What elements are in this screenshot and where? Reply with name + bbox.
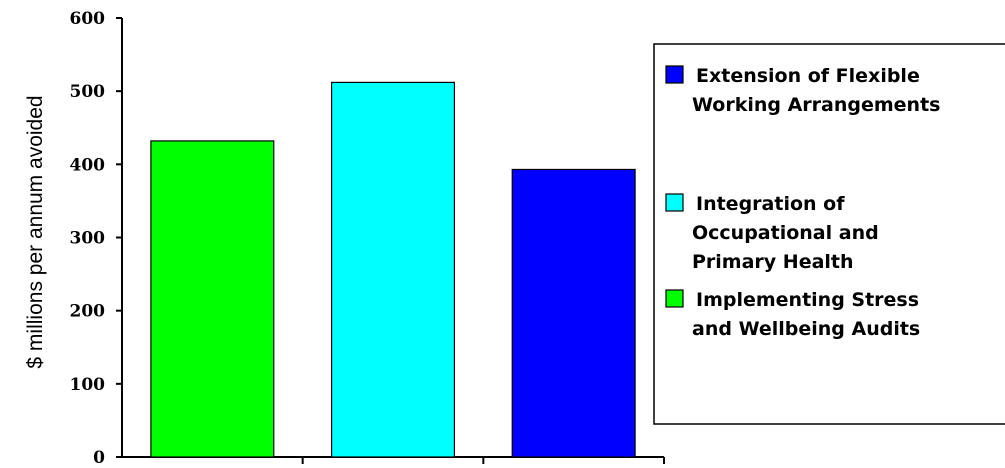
legend-label: Primary Health: [692, 251, 854, 273]
legend-label: Implementing Stress: [696, 289, 919, 311]
legend: Extension of Flexible Working Arrangement…: [653, 43, 1005, 425]
bar: [511, 168, 636, 458]
y-tick-label: 400: [70, 155, 106, 175]
legend-swatch: [665, 289, 684, 308]
bar: [330, 81, 456, 458]
y-tick-label: 0: [93, 448, 105, 468]
legend-label: and Wellbeing Audits: [692, 318, 920, 340]
y-tick-label: 600: [70, 9, 106, 29]
legend-label: Working Arrangements: [692, 94, 940, 116]
legend-label: Extension of Flexible: [696, 65, 920, 87]
legend-box: [653, 43, 1005, 425]
legend-swatch: [665, 193, 684, 212]
y-tick-label: 500: [70, 82, 106, 102]
bar: [150, 140, 275, 458]
legend-swatch: [665, 65, 684, 84]
bars: [150, 81, 636, 458]
legend-label: Occupational and: [692, 222, 879, 244]
y-tick-label: 200: [70, 302, 106, 322]
y-axis-label: $ millions per annum avoided: [24, 95, 47, 368]
legend-label: Integration of: [696, 193, 845, 215]
y-tick-label: 100: [70, 375, 106, 395]
y-tick-label: 300: [70, 229, 106, 249]
